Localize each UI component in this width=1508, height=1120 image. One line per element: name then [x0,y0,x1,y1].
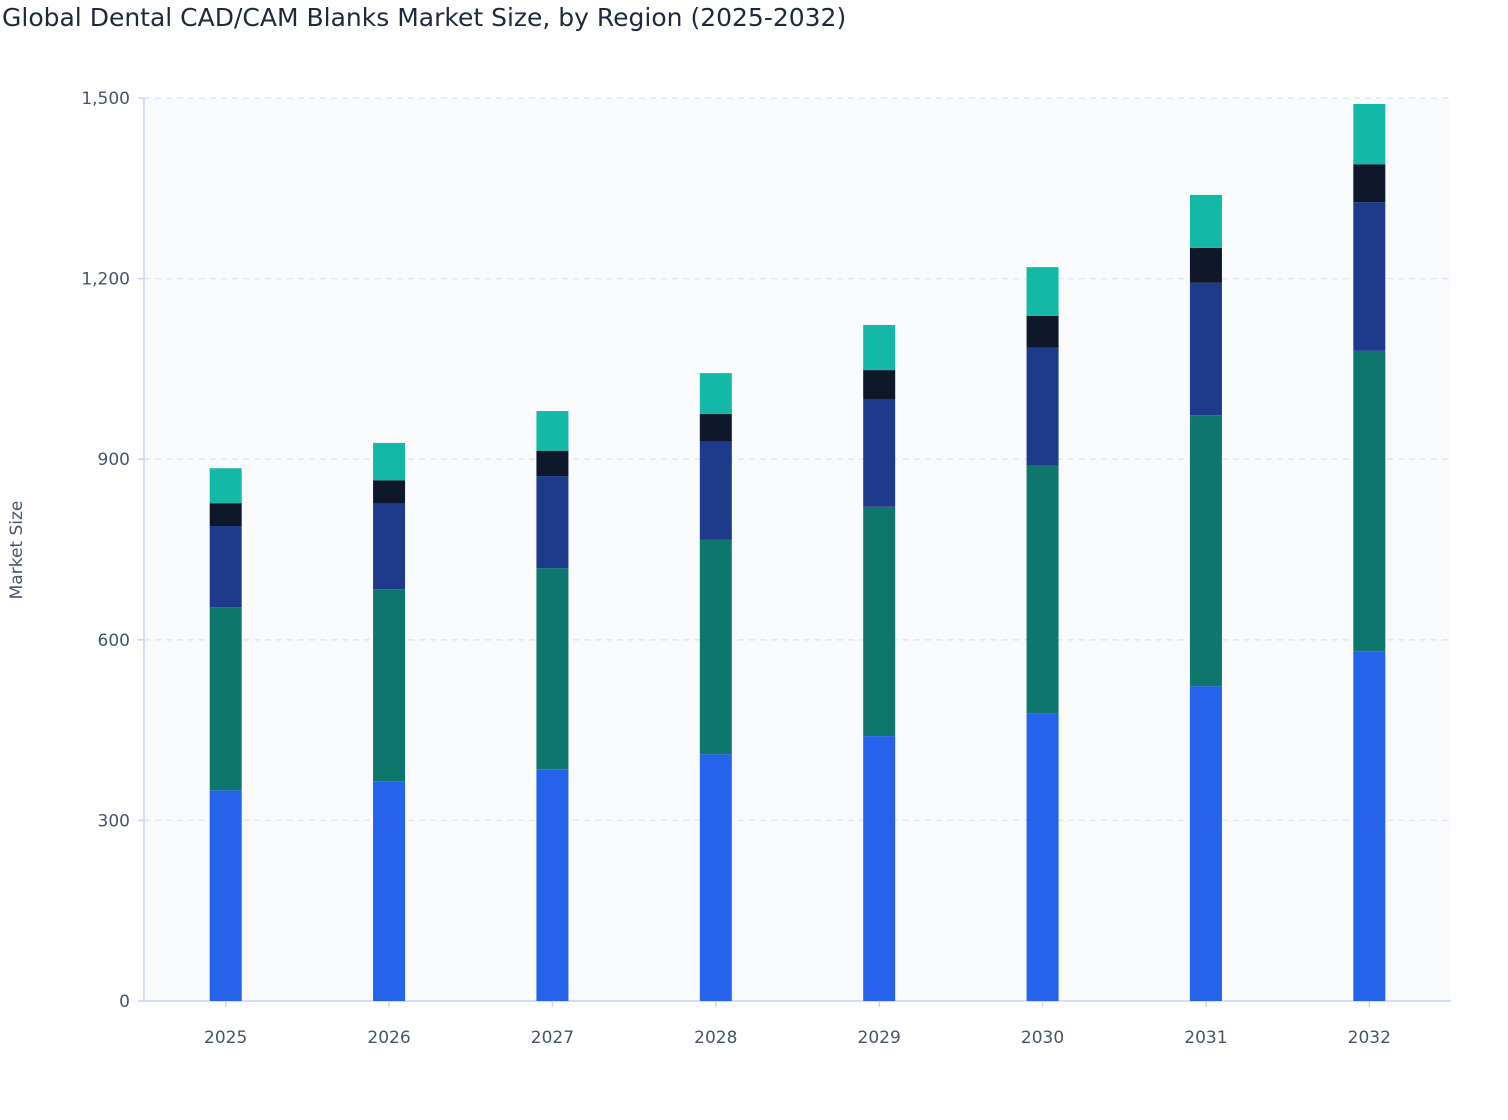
bar-segment-2027-series-4 [536,450,569,477]
bar-segment-2032-series-2 [1353,350,1386,652]
x-tick-label: 2031 [1184,1028,1227,1048]
plot-area [144,98,1451,1001]
bar-segment-2030-series-3 [1026,347,1059,466]
x-tick-label: 2026 [367,1028,410,1048]
x-tick-label: 2027 [531,1028,574,1048]
bar-segment-2026-series-5 [373,442,406,481]
bar-segment-2026-series-2 [373,589,406,782]
bar-segment-2031-series-2 [1189,415,1222,687]
bar-segment-2030-series-4 [1026,315,1059,348]
bar-segment-2026-series-3 [373,503,406,590]
x-tick-label: 2030 [1021,1028,1064,1048]
bar-segment-2025-series-4 [209,503,242,527]
y-tick-label: 0 [119,992,130,1012]
bar-segment-2027-series-5 [536,411,569,451]
y-tick-label: 1,200 [81,270,130,290]
y-axis-label: Market Size [7,501,27,600]
bar-segment-2031-series-1 [1189,686,1222,1001]
bar-segment-2028-series-3 [699,441,732,540]
bar-segment-2027-series-1 [536,769,569,1001]
y-tick-label: 300 [98,811,130,831]
y-tick-label: 600 [98,631,130,651]
bar-segment-2025-series-1 [209,790,242,1001]
bar-segment-2032-series-3 [1353,202,1386,351]
x-tick-label: 2032 [1348,1028,1391,1048]
bar-segment-2030-series-1 [1026,713,1059,1001]
bar-segment-2029-series-2 [863,506,896,737]
bar-segment-2031-series-3 [1189,282,1222,416]
bar-segment-2029-series-1 [863,736,896,1001]
bar-segment-2025-series-2 [209,607,242,791]
bar-segment-2030-series-5 [1026,267,1059,316]
bar-segment-2026-series-4 [373,480,406,504]
bar-segment-2027-series-3 [536,476,569,569]
bar-segment-2025-series-5 [209,468,242,504]
x-tick-label: 2025 [204,1028,247,1048]
bar-segment-2029-series-4 [863,370,896,399]
bar-segment-2032-series-4 [1353,164,1386,203]
bar-segment-2031-series-4 [1189,247,1222,283]
bar-segment-2027-series-2 [536,568,569,770]
bar-segment-2028-series-1 [699,754,732,1001]
bar-segment-2026-series-1 [373,781,406,1001]
bar-segment-2028-series-5 [699,373,732,415]
bar-segment-2029-series-5 [863,324,896,371]
bar-segment-2032-series-1 [1353,651,1386,1001]
y-tick-label: 900 [98,450,130,470]
bar-segment-2032-series-5 [1353,104,1386,165]
bar-segment-2030-series-2 [1026,465,1059,714]
bar-segment-2025-series-3 [209,526,242,608]
chart-title: Global Dental CAD/CAM Blanks Market Size… [2,3,847,32]
bar-segment-2029-series-3 [863,399,896,507]
bar-segment-2028-series-4 [699,414,732,442]
bar-segment-2031-series-5 [1189,194,1222,248]
y-tick-label: 1,500 [81,89,130,109]
x-tick-label: 2028 [694,1028,737,1048]
bar-segment-2028-series-2 [699,539,732,755]
x-tick-label: 2029 [858,1028,901,1048]
